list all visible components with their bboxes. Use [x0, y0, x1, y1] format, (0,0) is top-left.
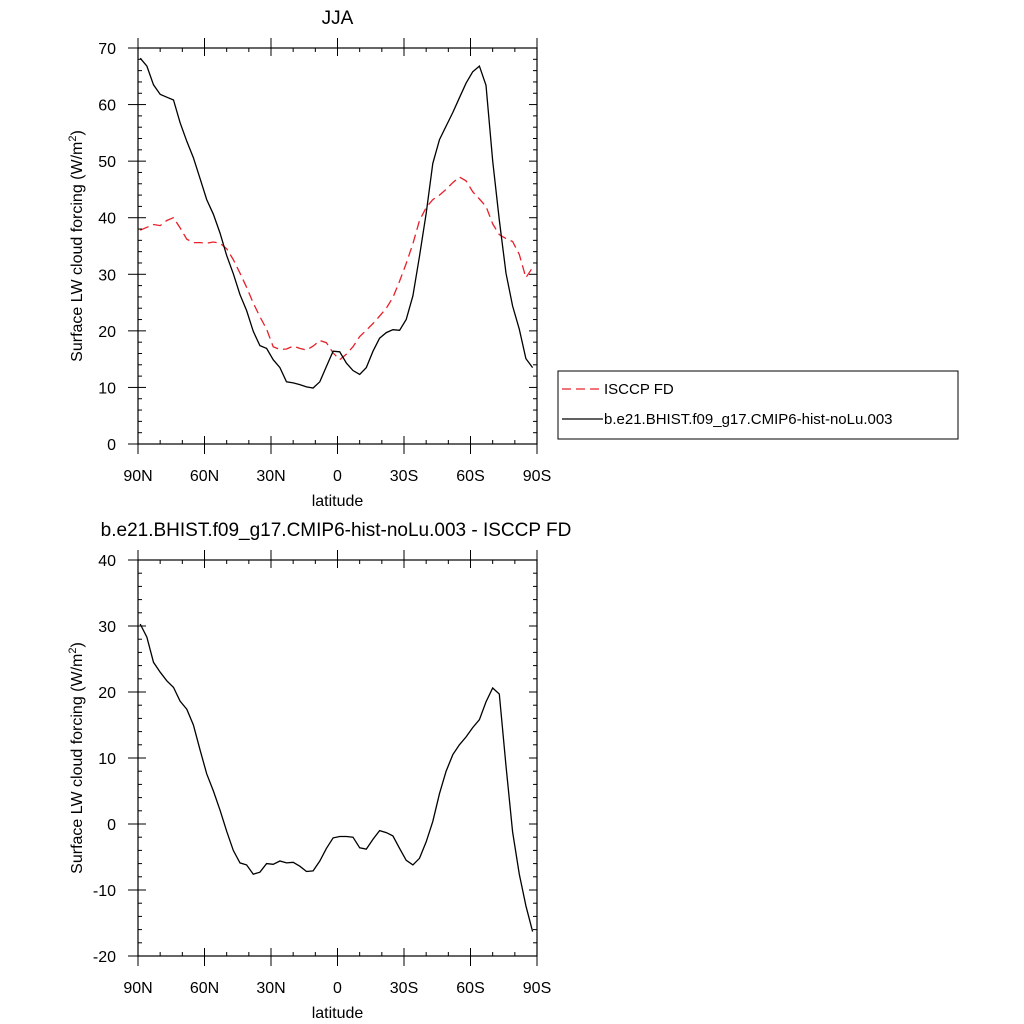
top-x-tick-label: 30N	[256, 468, 285, 485]
bottom-chart: b.e21.BHIST.f09_g17.CMIP6-hist-noLu.003 …	[67, 520, 571, 1022]
bottom-y-axis-label: Surface LW cloud forcing (W/m2)	[67, 642, 86, 874]
top-chart: JJA 0 10 20 30 40 50 60 70 90N 60N 30N 0 30S 60S 90S lat…	[67, 8, 959, 510]
top-y-axis-label-main: Surface LW cloud forcing (W/m	[69, 142, 86, 362]
bottom-y-tick-label: -10	[93, 883, 116, 900]
bottom-plot-frame	[137, 559, 538, 957]
bottom-y-tick-label: 10	[98, 751, 116, 768]
bottom-chart-title: b.e21.BHIST.f09_g17.CMIP6-hist-noLu.003 …	[101, 520, 572, 541]
bottom-x-tick-label: 30S	[390, 980, 418, 997]
top-x-tick-label: 30S	[390, 468, 418, 485]
bottom-y-axis-label-end: )	[69, 642, 86, 647]
top-x-tick-label: 90N	[123, 468, 152, 485]
top-y-tick-label: 60	[98, 98, 116, 115]
top-y-axis-label-end: )	[69, 130, 86, 135]
bottom-x-tick-label: 90S	[523, 980, 551, 997]
bottom-y-tick-label: 0	[107, 817, 116, 834]
top-y-tick-label: 30	[98, 267, 116, 284]
bottom-x-tick-label: 0	[333, 980, 342, 997]
top-y-tick-label: 10	[98, 380, 116, 397]
legend-label-1: b.e21.BHIST.f09_g17.CMIP6-hist-noLu.003	[604, 411, 893, 428]
bottom-y-tick-label: 30	[98, 619, 116, 636]
top-y-tick-label: 0	[107, 437, 116, 454]
top-y-axis-label: Surface LW cloud forcing (W/m2)	[67, 130, 86, 362]
top-x-tick-label: 90S	[523, 468, 551, 485]
bottom-y-tick-label: 40	[98, 553, 116, 570]
top-y-tick-label: 50	[98, 154, 116, 171]
bottom-x-tick-label: 90N	[123, 980, 152, 997]
top-plot-frame	[137, 47, 538, 445]
top-x-axis-label: latitude	[312, 493, 364, 510]
bottom-y-axis-label-main: Surface LW cloud forcing (W/m	[69, 654, 86, 874]
bottom-series-line-0	[139, 623, 534, 932]
bottom-x-axis-label: latitude	[312, 1005, 364, 1022]
top-y-axis-label-sup: 2	[67, 135, 79, 141]
legend-box	[557, 370, 959, 440]
bottom-y-tick-label: -20	[93, 949, 116, 966]
top-series-line-0	[139, 176, 534, 361]
legend-label-0: ISCCP FD	[604, 381, 674, 398]
top-y-tick-label: 40	[98, 211, 116, 228]
bottom-x-tick-label: 60S	[456, 980, 484, 997]
legend: ISCCP FD b.e21.BHIST.f09_g17.CMIP6-hist-n…	[557, 370, 959, 440]
top-x-tick-label: 0	[333, 468, 342, 485]
bottom-y-axis-label-sup: 2	[67, 647, 79, 653]
top-x-tick-label: 60S	[456, 468, 484, 485]
bottom-x-tick-label: 30N	[256, 980, 285, 997]
top-x-tick-label: 60N	[190, 468, 219, 485]
bottom-x-tick-label: 60N	[190, 980, 219, 997]
top-chart-title: JJA	[322, 8, 354, 29]
top-y-tick-label: 20	[98, 324, 116, 341]
bottom-y-tick-label: 20	[98, 685, 116, 702]
top-y-tick-label: 70	[98, 41, 116, 58]
top-series-line-1	[139, 57, 534, 389]
